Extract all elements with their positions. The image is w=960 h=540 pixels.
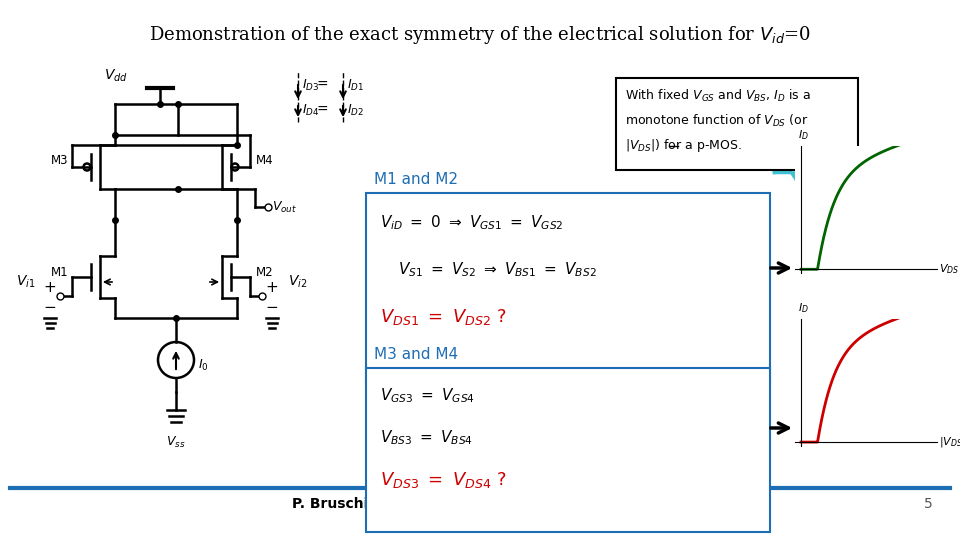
FancyBboxPatch shape bbox=[366, 193, 770, 382]
Text: $V_{i2}$: $V_{i2}$ bbox=[288, 274, 308, 290]
Text: $V_{ss}$: $V_{ss}$ bbox=[166, 435, 185, 450]
Text: M2: M2 bbox=[256, 266, 274, 279]
Text: =: = bbox=[316, 103, 327, 117]
Text: $V_{BS3}\ =\ V_{BS4}$: $V_{BS3}\ =\ V_{BS4}$ bbox=[380, 428, 473, 447]
Text: P. Bruschi – Microelectronic System Design: P. Bruschi – Microelectronic System Desi… bbox=[293, 497, 628, 511]
Text: $V_{DS3}\ =\ V_{DS4}\ ?$: $V_{DS3}\ =\ V_{DS4}\ ?$ bbox=[380, 470, 507, 490]
Text: M4: M4 bbox=[256, 153, 274, 166]
Text: $V_{DS}$: $V_{DS}$ bbox=[939, 262, 959, 276]
Text: +: + bbox=[43, 280, 57, 295]
Text: $I_{D2}$: $I_{D2}$ bbox=[347, 103, 364, 118]
Text: $I_D$: $I_D$ bbox=[798, 129, 808, 143]
Text: $V_{out}$: $V_{out}$ bbox=[272, 199, 298, 214]
Text: M3 and M4: M3 and M4 bbox=[374, 347, 458, 362]
Text: Demonstration of the exact symmetry of the electrical solution for $V_{id}$=0: Demonstration of the exact symmetry of t… bbox=[149, 24, 811, 46]
Text: $I_{D1}$: $I_{D1}$ bbox=[347, 77, 364, 92]
Text: M1 and M2: M1 and M2 bbox=[374, 172, 458, 187]
Polygon shape bbox=[790, 172, 820, 195]
Text: $V_{iD}\ =\ 0\ \Rightarrow\ V_{GS1}\ =\ V_{GS2}$: $V_{iD}\ =\ 0\ \Rightarrow\ V_{GS1}\ =\ … bbox=[380, 213, 564, 232]
Text: $-$: $-$ bbox=[265, 299, 278, 314]
Text: With fixed $V_{GS}$ and $V_{BS}$, $I_D$ is a
monotone function of $V_{DS}$ (or
$: With fixed $V_{GS}$ and $V_{BS}$, $I_D$ … bbox=[625, 88, 811, 154]
Text: $V_{GS3}\ =\ V_{GS4}$: $V_{GS3}\ =\ V_{GS4}$ bbox=[380, 386, 475, 404]
Text: $I_D$: $I_D$ bbox=[798, 301, 808, 315]
Text: $V_{i1}$: $V_{i1}$ bbox=[16, 274, 36, 290]
Text: $-$: $-$ bbox=[43, 299, 57, 314]
Text: $I_0$: $I_0$ bbox=[198, 357, 208, 373]
Text: $|V_{DS}|$: $|V_{DS}|$ bbox=[939, 435, 960, 449]
Text: $V_{dd}$: $V_{dd}$ bbox=[104, 68, 128, 84]
Text: +: + bbox=[266, 280, 278, 295]
FancyBboxPatch shape bbox=[616, 78, 858, 170]
Text: =: = bbox=[316, 78, 327, 92]
Text: $I_{D4}$: $I_{D4}$ bbox=[302, 103, 320, 118]
Text: $V_{S1}\ =\ V_{S2}\ \Rightarrow\ V_{BS1}\ =\ V_{BS2}$: $V_{S1}\ =\ V_{S2}\ \Rightarrow\ V_{BS1}… bbox=[398, 260, 597, 279]
Text: M3: M3 bbox=[51, 153, 68, 166]
Text: M1: M1 bbox=[50, 266, 68, 279]
Text: $V_{DS1}\ =\ V_{DS2}\ ?$: $V_{DS1}\ =\ V_{DS2}\ ?$ bbox=[380, 307, 507, 327]
Text: $I_{D3}$: $I_{D3}$ bbox=[302, 77, 320, 92]
Text: 5: 5 bbox=[924, 497, 932, 511]
FancyBboxPatch shape bbox=[366, 368, 770, 532]
